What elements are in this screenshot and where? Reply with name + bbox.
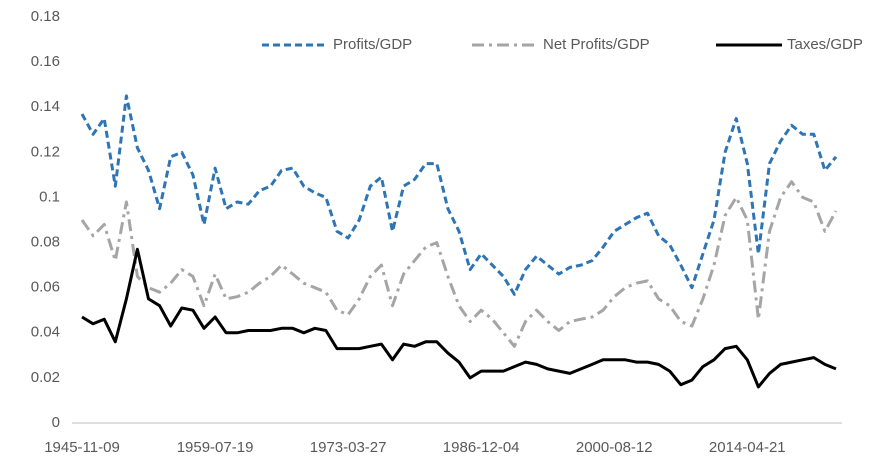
legend-label: Net Profits/GDP [543, 36, 650, 53]
y-tick-label: 0.18 [31, 8, 60, 25]
series-line [80, 94, 838, 296]
y-tick-label: 0.12 [31, 143, 60, 160]
y-tick-label: 0 [52, 414, 60, 431]
series-line [80, 180, 838, 348]
x-tick-label: 1973-03-27 [310, 439, 387, 456]
x-tick-label: 1986-12-04 [443, 439, 520, 456]
y-tick-label: 0.06 [31, 279, 60, 296]
x-tick-label: 1959-07-19 [177, 439, 254, 456]
legend-label: Profits/GDP [333, 36, 412, 53]
y-tick-label: 0.14 [31, 98, 60, 115]
x-tick-label: 2014-04-21 [709, 439, 786, 456]
y-tick-label: 0.1 [39, 188, 60, 205]
y-tick-label: 0.16 [31, 53, 60, 70]
x-tick-label: 1945-11-09 [44, 439, 120, 456]
y-tick-label: 0.04 [31, 324, 60, 341]
series-line [81, 247, 837, 389]
y-tick-label: 0.02 [31, 369, 60, 386]
y-tick-label: 0.08 [31, 234, 60, 251]
x-tick-label: 2000-08-12 [576, 439, 653, 456]
legend-label: Taxes/GDP [787, 36, 863, 53]
